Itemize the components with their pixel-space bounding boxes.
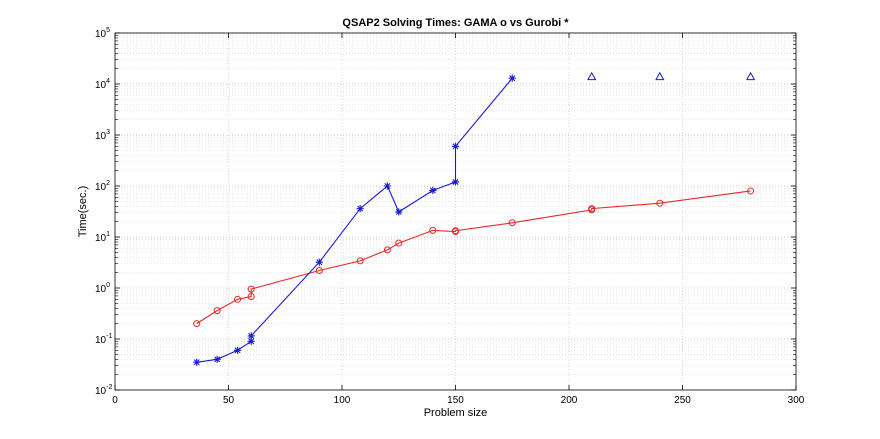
data-point-triangle: [655, 71, 665, 81]
x-tick-label: 50: [223, 395, 235, 406]
data-point-circle: [356, 257, 364, 265]
data-point-circle: [429, 226, 437, 234]
data-point-asterisk: [315, 258, 323, 266]
series-circle: [193, 187, 755, 328]
data-point-asterisk: [233, 346, 242, 354]
data-point-circle: [452, 227, 459, 235]
data-point-asterisk: [508, 74, 516, 82]
data-point-circle: [656, 199, 664, 207]
data-point-circle: [383, 246, 391, 254]
series-layer: [193, 71, 756, 366]
data-point-circle: [247, 293, 255, 301]
data-point-circle: [234, 295, 242, 303]
data-point-asterisk: [247, 337, 255, 345]
data-point-asterisk: [429, 186, 437, 194]
x-tick-label: 0: [112, 395, 118, 406]
grid: [115, 33, 796, 390]
y-tick-label: 10-2: [95, 384, 112, 397]
data-point-circle: [193, 320, 201, 328]
series-line: [196, 77, 513, 363]
y-tick-label: 103: [95, 129, 110, 142]
y-tick-label: 100: [95, 282, 110, 295]
y-tick-label: 101: [95, 231, 110, 244]
data-point-circle: [213, 307, 221, 315]
y-tick-label: 105: [95, 27, 110, 40]
y-axis-label: Time(sec.): [77, 186, 89, 238]
data-point-asterisk: [383, 182, 391, 190]
data-point-asterisk: [193, 358, 201, 366]
data-point-circle: [247, 285, 255, 293]
x-axis-label: Problem size: [424, 407, 488, 419]
y-tick-label: 104: [95, 78, 110, 91]
x-tick-label: 300: [788, 395, 805, 406]
x-tick-label: 200: [561, 395, 578, 406]
y-tick-label: 10-1: [95, 333, 112, 346]
data-point-circle: [395, 239, 403, 247]
data-point-asterisk: [247, 332, 255, 340]
axis-ticks: 0 50 100 150 200 250 300 10-2 10-1 100 101 102 103 10…: [95, 27, 805, 406]
data-point-triangle: [745, 71, 756, 81]
chart-title: QSAP2 Solving Times: GAMA o vs Gurobi *: [342, 17, 569, 29]
data-point-triangle: [587, 71, 597, 81]
x-tick-label: 100: [334, 395, 351, 406]
series-asterisk: [193, 74, 516, 366]
data-point-asterisk: [395, 208, 403, 216]
data-point-asterisk: [451, 178, 460, 186]
data-point-asterisk: [451, 142, 460, 150]
x-tick-label: 250: [674, 395, 691, 406]
series-line: [196, 190, 751, 325]
data-point-circle: [508, 219, 516, 227]
series-triangle: [587, 71, 756, 81]
y-tick-label: 102: [95, 180, 110, 193]
data-point-circle: [747, 187, 755, 195]
x-tick-label: 150: [447, 395, 464, 406]
data-point-circle: [588, 205, 596, 213]
data-point-asterisk: [213, 355, 221, 363]
data-point-circle: [315, 267, 323, 275]
data-point-asterisk: [356, 205, 364, 213]
